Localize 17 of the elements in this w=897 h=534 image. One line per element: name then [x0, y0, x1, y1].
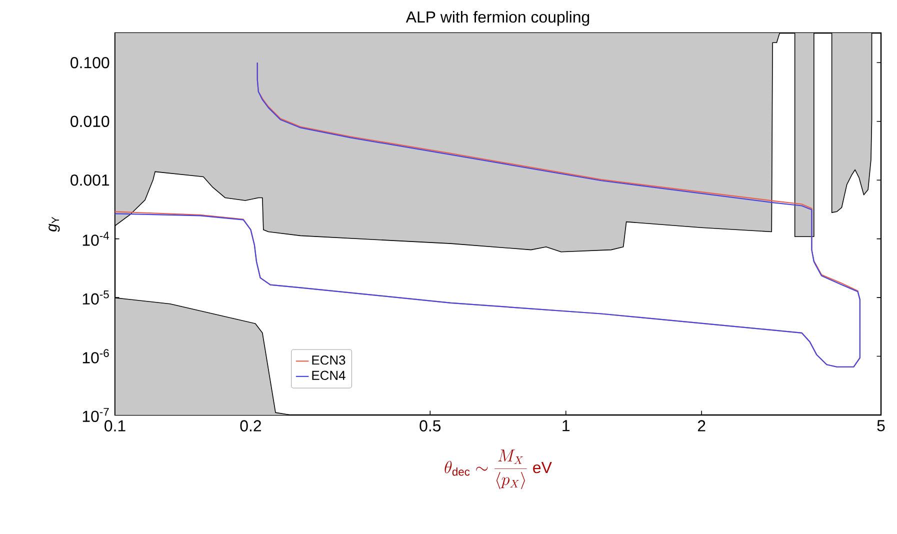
x-tick-label: 0.2 — [240, 420, 261, 432]
y-tick-label: 0.010 — [70, 116, 110, 128]
y-tick-label: 0.001 — [70, 174, 110, 186]
x-tick-label: 1 — [562, 420, 570, 432]
chart-title: ALP with fermion coupling — [406, 10, 590, 26]
y-tick-label: 10$^{-4}$ — [82, 232, 109, 246]
legend-label: ECN3 — [312, 356, 346, 365]
legend-label: ECN4 — [312, 370, 346, 380]
y-tick-label: 10$^{-6}$ — [82, 349, 109, 364]
y-tick-label: 0.100 — [70, 57, 110, 68]
x-axis-title: $\theta_{\mathrm{dec}} \sim \frac{M_X}{\langle p_X\rangle}\ \mathrm{eV}$ — [444, 450, 552, 490]
x-tick-label: 5 — [877, 420, 885, 432]
x-tick-label: 0.1 — [104, 420, 126, 432]
y-axis-title: g$_{Y}$ — [48, 216, 60, 232]
y-tick-label: 10$^{-5}$ — [82, 290, 109, 305]
x-tick-label: 0.5 — [420, 420, 441, 432]
x-tick-label: 2 — [698, 420, 706, 432]
